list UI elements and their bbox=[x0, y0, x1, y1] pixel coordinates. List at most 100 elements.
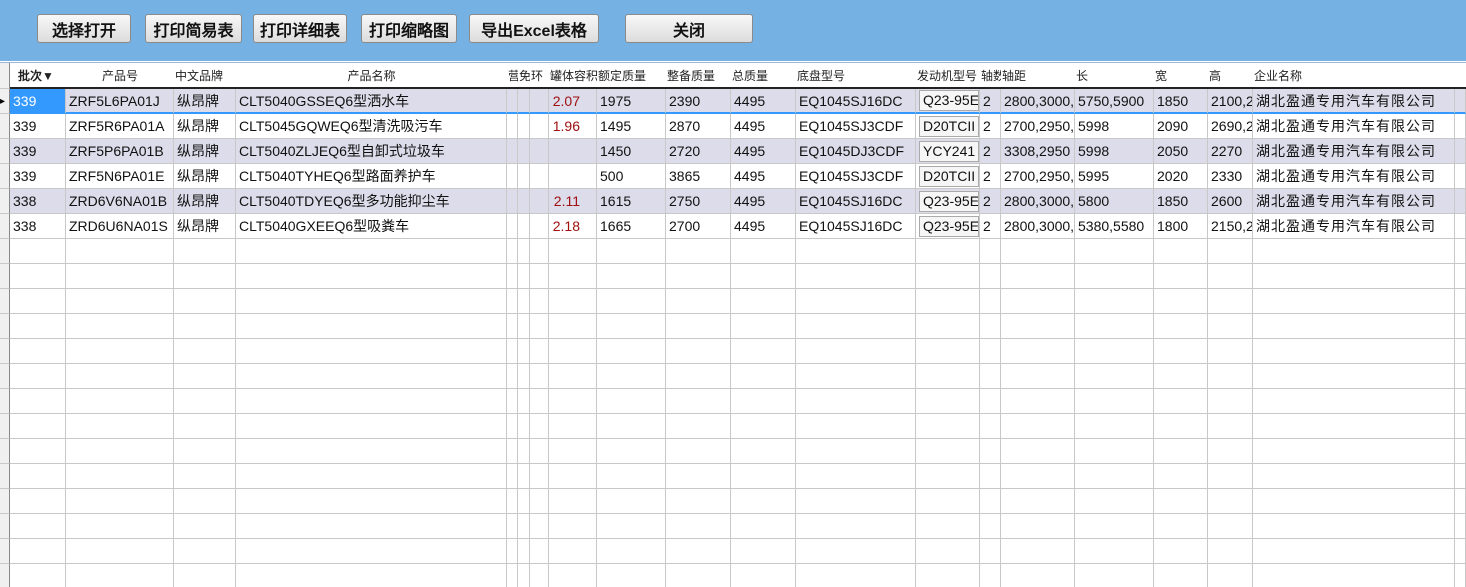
empty-cell[interactable] bbox=[1001, 389, 1075, 414]
empty-cell[interactable] bbox=[731, 364, 796, 389]
empty-cell[interactable] bbox=[597, 564, 666, 587]
empty-cell[interactable] bbox=[174, 339, 236, 364]
cell-axle-count[interactable]: 2 bbox=[980, 164, 1001, 189]
empty-cell[interactable] bbox=[66, 539, 174, 564]
empty-cell[interactable] bbox=[916, 539, 980, 564]
empty-cell[interactable] bbox=[530, 339, 549, 364]
empty-cell[interactable] bbox=[530, 264, 549, 289]
empty-cell[interactable] bbox=[518, 464, 530, 489]
cell-env[interactable] bbox=[530, 164, 549, 189]
empty-cell[interactable] bbox=[174, 439, 236, 464]
cell-extra[interactable] bbox=[1455, 114, 1466, 139]
column-header-length[interactable]: 长 bbox=[1075, 63, 1154, 89]
empty-cell[interactable] bbox=[549, 239, 597, 264]
empty-cell[interactable] bbox=[1253, 414, 1455, 439]
empty-cell[interactable] bbox=[549, 439, 597, 464]
cell-extra[interactable] bbox=[1455, 139, 1466, 164]
cell-height[interactable]: 2690,2 bbox=[1208, 114, 1253, 139]
empty-cell[interactable] bbox=[549, 539, 597, 564]
empty-cell[interactable] bbox=[1253, 339, 1455, 364]
empty-cell[interactable] bbox=[507, 414, 518, 439]
empty-cell[interactable] bbox=[1253, 289, 1455, 314]
empty-cell[interactable] bbox=[549, 389, 597, 414]
empty-cell[interactable] bbox=[10, 364, 66, 389]
empty-cell[interactable] bbox=[1253, 364, 1455, 389]
empty-cell[interactable] bbox=[1154, 314, 1208, 339]
row-header[interactable] bbox=[0, 289, 10, 314]
empty-cell[interactable] bbox=[597, 464, 666, 489]
empty-cell[interactable] bbox=[980, 314, 1001, 339]
empty-cell[interactable] bbox=[66, 464, 174, 489]
empty-cell[interactable] bbox=[796, 264, 916, 289]
column-header-brand[interactable]: 中文品牌 bbox=[174, 63, 236, 89]
cell-engine-model[interactable]: D20TCII bbox=[916, 114, 980, 139]
empty-cell[interactable] bbox=[507, 564, 518, 587]
empty-cell[interactable] bbox=[916, 364, 980, 389]
cell-rated-mass[interactable]: 500 bbox=[597, 164, 666, 189]
cell-company[interactable]: 湖北盈通专用汽车有限公司 bbox=[1253, 189, 1455, 214]
cell-chassis-model[interactable]: EQ1045SJ16DC bbox=[796, 214, 916, 239]
cell-chassis-model[interactable]: EQ1045SJ3CDF bbox=[796, 114, 916, 139]
cell-engine-model[interactable]: D20TCII bbox=[916, 164, 980, 189]
empty-cell[interactable] bbox=[731, 239, 796, 264]
empty-cell[interactable] bbox=[236, 489, 507, 514]
row-header[interactable] bbox=[0, 514, 10, 539]
empty-cell[interactable] bbox=[597, 389, 666, 414]
empty-cell[interactable] bbox=[1154, 414, 1208, 439]
empty-cell[interactable] bbox=[549, 314, 597, 339]
cell-tank-volume[interactable]: 2.07 bbox=[549, 89, 597, 114]
empty-cell[interactable] bbox=[236, 314, 507, 339]
print-thumbnail-button[interactable]: 打印缩略图 bbox=[361, 14, 457, 43]
empty-cell[interactable] bbox=[597, 264, 666, 289]
empty-cell[interactable] bbox=[666, 239, 731, 264]
empty-cell[interactable] bbox=[1208, 314, 1253, 339]
empty-cell[interactable] bbox=[731, 339, 796, 364]
empty-cell[interactable] bbox=[549, 414, 597, 439]
cell-length[interactable]: 5800 bbox=[1075, 189, 1154, 214]
empty-cell[interactable] bbox=[1154, 239, 1208, 264]
column-header-total-mass[interactable]: 总质量 bbox=[731, 63, 796, 89]
empty-cell[interactable] bbox=[980, 564, 1001, 587]
cell-operating[interactable] bbox=[507, 189, 518, 214]
empty-cell[interactable] bbox=[507, 339, 518, 364]
empty-cell[interactable] bbox=[731, 439, 796, 464]
empty-cell[interactable] bbox=[796, 339, 916, 364]
empty-cell[interactable] bbox=[916, 314, 980, 339]
cell-extra[interactable] bbox=[1455, 164, 1466, 189]
empty-cell[interactable] bbox=[666, 314, 731, 339]
cell-tank-volume[interactable] bbox=[549, 164, 597, 189]
row-header[interactable] bbox=[0, 164, 10, 189]
empty-cell[interactable] bbox=[530, 489, 549, 514]
print-simple-button[interactable]: 打印简易表 bbox=[145, 14, 242, 43]
empty-cell[interactable] bbox=[66, 414, 174, 439]
empty-cell[interactable] bbox=[1075, 239, 1154, 264]
empty-cell[interactable] bbox=[549, 564, 597, 587]
empty-cell[interactable] bbox=[530, 464, 549, 489]
empty-cell[interactable] bbox=[666, 289, 731, 314]
empty-cell[interactable] bbox=[1455, 389, 1466, 414]
empty-cell[interactable] bbox=[597, 314, 666, 339]
empty-cell[interactable] bbox=[66, 439, 174, 464]
cell-operating[interactable] bbox=[507, 139, 518, 164]
column-header-curb-mass[interactable]: 整备质量 bbox=[666, 63, 731, 89]
cell-chassis-model[interactable]: EQ1045SJ16DC bbox=[796, 189, 916, 214]
cell-height[interactable]: 2600 bbox=[1208, 189, 1253, 214]
empty-cell[interactable] bbox=[1455, 364, 1466, 389]
empty-cell[interactable] bbox=[1001, 264, 1075, 289]
cell-exempt[interactable] bbox=[518, 189, 530, 214]
column-header-chassis-model[interactable]: 底盘型号 bbox=[796, 63, 916, 89]
cell-tank-volume[interactable]: 2.11 bbox=[549, 189, 597, 214]
empty-cell[interactable] bbox=[731, 264, 796, 289]
empty-cell[interactable] bbox=[1075, 389, 1154, 414]
empty-cell[interactable] bbox=[530, 439, 549, 464]
empty-cell[interactable] bbox=[1001, 414, 1075, 439]
empty-cell[interactable] bbox=[10, 439, 66, 464]
empty-cell[interactable] bbox=[1253, 564, 1455, 587]
empty-cell[interactable] bbox=[507, 464, 518, 489]
empty-cell[interactable] bbox=[1001, 239, 1075, 264]
empty-cell[interactable] bbox=[1455, 439, 1466, 464]
empty-cell[interactable] bbox=[1208, 414, 1253, 439]
print-detail-button[interactable]: 打印详细表 bbox=[253, 14, 347, 43]
empty-cell[interactable] bbox=[916, 289, 980, 314]
empty-cell[interactable] bbox=[10, 239, 66, 264]
